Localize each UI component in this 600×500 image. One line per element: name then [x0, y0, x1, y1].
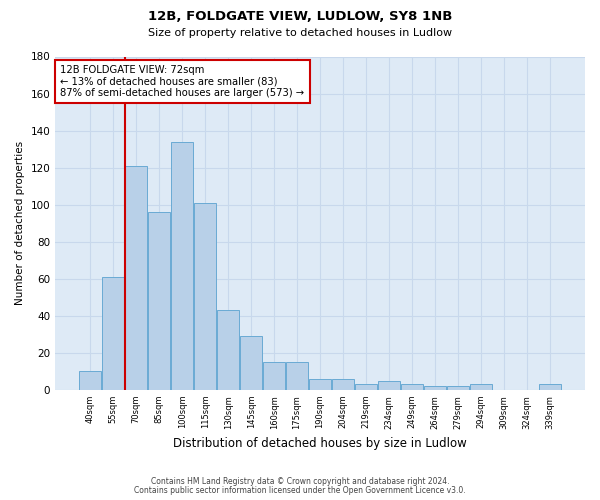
Bar [309, 379, 331, 390]
Bar [263, 362, 285, 390]
Bar [332, 379, 354, 390]
Bar [125, 166, 147, 390]
Bar [240, 336, 262, 390]
Bar [539, 384, 561, 390]
Text: 12B FOLDGATE VIEW: 72sqm
← 13% of detached houses are smaller (83)
87% of semi-d: 12B FOLDGATE VIEW: 72sqm ← 13% of detach… [61, 65, 305, 98]
Text: Size of property relative to detached houses in Ludlow: Size of property relative to detached ho… [148, 28, 452, 38]
Text: 12B, FOLDGATE VIEW, LUDLOW, SY8 1NB: 12B, FOLDGATE VIEW, LUDLOW, SY8 1NB [148, 10, 452, 23]
Bar [79, 372, 101, 390]
Bar [171, 142, 193, 390]
Bar [470, 384, 492, 390]
Text: Contains public sector information licensed under the Open Government Licence v3: Contains public sector information licen… [134, 486, 466, 495]
Bar [194, 203, 216, 390]
X-axis label: Distribution of detached houses by size in Ludlow: Distribution of detached houses by size … [173, 437, 467, 450]
Bar [355, 384, 377, 390]
Bar [424, 386, 446, 390]
Y-axis label: Number of detached properties: Number of detached properties [15, 141, 25, 306]
Bar [102, 277, 124, 390]
Bar [217, 310, 239, 390]
Bar [447, 386, 469, 390]
Bar [148, 212, 170, 390]
Bar [286, 362, 308, 390]
Bar [401, 384, 423, 390]
Bar [378, 380, 400, 390]
Text: Contains HM Land Registry data © Crown copyright and database right 2024.: Contains HM Land Registry data © Crown c… [151, 477, 449, 486]
